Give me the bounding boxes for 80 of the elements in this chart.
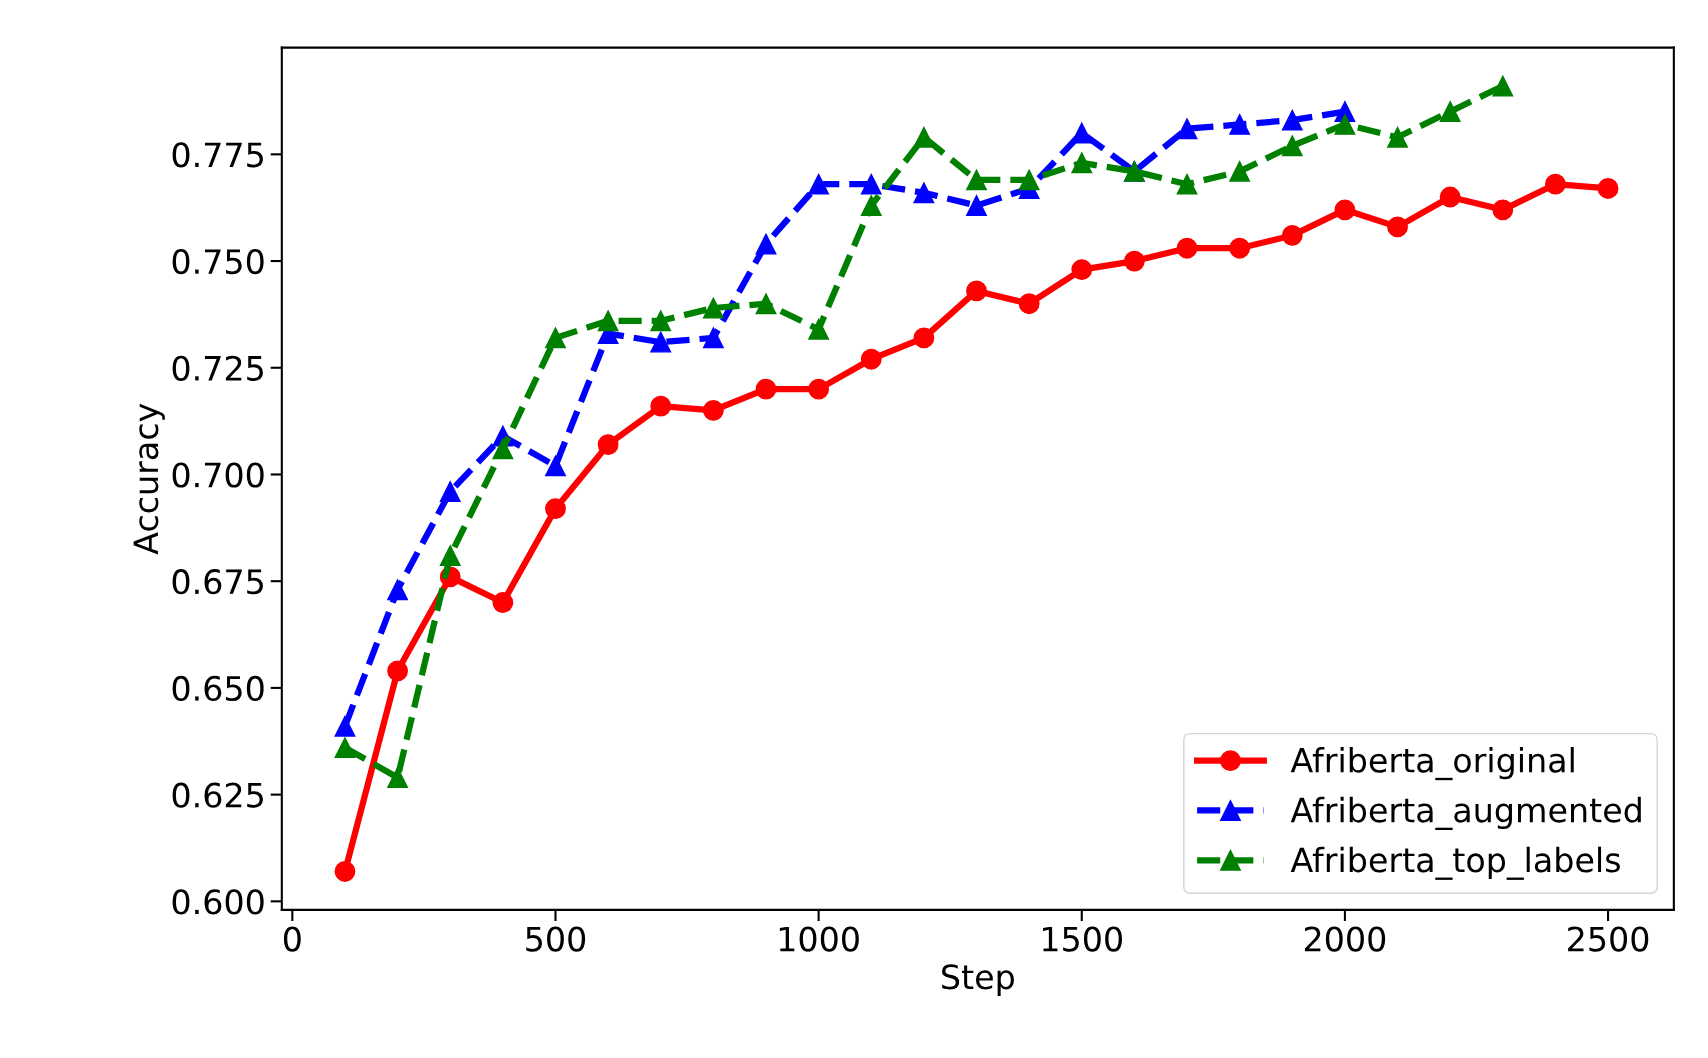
point <box>1176 237 1198 259</box>
point <box>387 579 409 601</box>
point <box>966 280 987 302</box>
point <box>1334 199 1356 221</box>
point <box>1176 118 1198 140</box>
point <box>913 126 935 148</box>
point <box>439 545 461 566</box>
y-tick-label: 0.650 <box>172 675 264 702</box>
point <box>650 310 672 332</box>
point <box>1071 259 1093 280</box>
point <box>1071 122 1093 144</box>
legend-label: Afriberta_augmented <box>1290 796 1641 831</box>
x-tick-label: 0 <box>283 926 301 952</box>
point <box>439 481 461 502</box>
point <box>1492 199 1514 221</box>
point <box>702 327 724 349</box>
point <box>1281 109 1303 131</box>
point <box>597 434 619 456</box>
y-tick-label: 0.700 <box>172 462 264 488</box>
point <box>1018 293 1040 315</box>
point <box>1229 237 1251 259</box>
point <box>913 182 935 204</box>
legend-label: Afriberta_top_labels <box>1290 846 1620 880</box>
point <box>1229 114 1251 135</box>
point <box>334 737 356 759</box>
point <box>650 331 672 353</box>
point <box>334 861 356 882</box>
y-axis-title: Accuracy <box>133 403 165 555</box>
point <box>334 715 356 737</box>
point <box>387 767 409 788</box>
point <box>1545 173 1566 195</box>
point <box>597 310 619 332</box>
point <box>1597 178 1619 199</box>
point <box>702 297 724 319</box>
x-tick-label: 1000 <box>779 926 859 952</box>
point <box>1334 114 1356 135</box>
point <box>1387 126 1408 148</box>
point <box>1281 225 1303 246</box>
point <box>808 173 830 195</box>
point <box>755 233 777 255</box>
x-tick-label: 1500 <box>1043 926 1122 952</box>
x-tick-label: 2000 <box>1304 926 1386 952</box>
legend-label: Afriberta_original <box>1290 746 1574 781</box>
point <box>1439 101 1461 123</box>
point <box>702 400 724 421</box>
point <box>1229 160 1251 182</box>
point <box>1018 169 1040 191</box>
point <box>860 173 882 195</box>
point <box>545 455 566 477</box>
y-tick-label: 0.725 <box>172 355 263 381</box>
x-tick-label: 500 <box>526 926 586 952</box>
point <box>860 348 882 370</box>
point <box>492 592 514 613</box>
point <box>1281 135 1303 157</box>
x-axis-title: Step <box>942 964 1014 996</box>
x-tick-label: 2500 <box>1568 926 1649 952</box>
y-tick-label: 0.600 <box>172 889 264 915</box>
point <box>1123 250 1145 272</box>
point <box>808 378 830 400</box>
point <box>755 293 777 315</box>
point <box>650 395 672 417</box>
y-tick-label: 0.625 <box>172 782 263 808</box>
point <box>545 498 566 520</box>
point <box>492 438 514 460</box>
point <box>808 318 830 340</box>
point <box>860 195 882 216</box>
point <box>1387 216 1408 238</box>
point <box>1071 152 1093 174</box>
y-tick-label: 0.675 <box>172 569 263 595</box>
y-tick-label: 0.750 <box>172 248 264 275</box>
point <box>913 327 935 349</box>
point <box>1439 186 1461 208</box>
point <box>387 660 409 682</box>
point <box>755 378 777 400</box>
point <box>966 169 987 191</box>
point <box>1492 75 1514 97</box>
point <box>545 327 566 349</box>
point <box>966 195 987 216</box>
y-tick-label: 0.775 <box>172 142 263 168</box>
point <box>1176 173 1198 195</box>
